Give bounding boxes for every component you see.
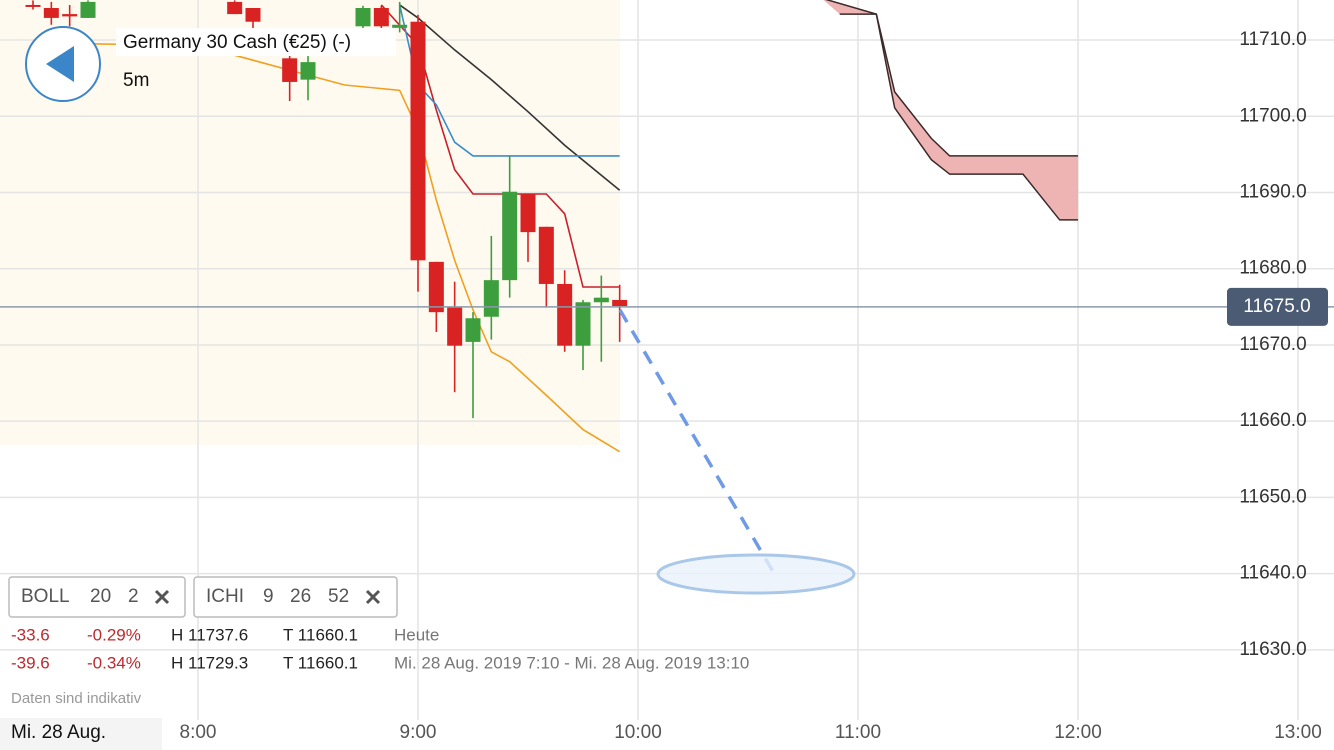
indicator-param: 2 [128, 586, 139, 607]
plot [0, 0, 1334, 453]
indicator-param: 20 [90, 586, 111, 607]
candle-body [80, 1, 96, 18]
projection-line [618, 309, 777, 576]
indicator-param: 26 [290, 586, 311, 607]
candle-body [502, 191, 518, 281]
cloud-edge [825, 0, 1078, 157]
x-tick-label: 11:00 [835, 722, 881, 743]
stat-value: Heute [394, 625, 439, 644]
candle-body [575, 302, 591, 346]
back-icon [46, 46, 74, 82]
x-tick-label: 10:00 [614, 722, 662, 743]
candle-body [447, 307, 463, 346]
indicator-param: 9 [263, 586, 274, 607]
y-tick-label: 11630.0 [1239, 639, 1306, 660]
stat-value: -0.34% [87, 653, 141, 672]
x-tick-label: 8:00 [180, 722, 217, 743]
candle-body [557, 283, 573, 346]
indicator-chip[interactable]: ICHI 9 26 52 [193, 576, 398, 618]
stat-value: Mi. 28 Aug. 2019 7:10 - Mi. 28 Aug. 2019… [394, 653, 749, 672]
cloud-edge [839, 13, 1078, 221]
axes: 11630.0 11640.0 11650.0 11660.0 11670.0 11680… [180, 29, 1328, 743]
y-tick-label: 11700.0 [1239, 105, 1306, 126]
y-tick-label: 11660.0 [1239, 410, 1306, 431]
candle-body [593, 297, 609, 303]
remove-icon[interactable] [154, 589, 170, 605]
candle-body [538, 226, 554, 284]
indicator-name: BOLL [21, 586, 70, 607]
candle-body [483, 280, 499, 317]
candle-body [520, 194, 536, 233]
indicator-name: ICHI [206, 586, 244, 607]
instrument-title: Germany 30 Cash (€25) (-) [123, 32, 351, 53]
x-tick-label: 13:00 [1274, 722, 1322, 743]
stat-value: T 11660.1 [283, 653, 358, 672]
candle-body [43, 8, 59, 18]
candle-body [245, 8, 261, 22]
stat-value: H 11729.3 [171, 653, 248, 672]
target-ellipse [656, 553, 856, 595]
candle-body [373, 8, 389, 27]
stats: -33.6 -0.29% H 11737.6 T 11660.1 Heute -39.6 -… [11, 625, 749, 672]
date-label: Mi. 28 Aug. [11, 722, 106, 743]
candle-body [62, 14, 78, 17]
y-tick-label: 11640.0 [1239, 563, 1306, 584]
interval-label: 5m [123, 70, 149, 91]
price-tag [1227, 287, 1328, 326]
stat-value: -0.29% [87, 625, 141, 644]
candle-body [25, 4, 41, 7]
indicator-param: 52 [328, 586, 349, 607]
disclaimer: Daten sind indikativ [11, 690, 142, 707]
candle-body [612, 299, 628, 307]
title-bg [116, 28, 396, 56]
date-bg [0, 718, 162, 750]
stat-value: -39.6 [11, 653, 50, 672]
candle-body [465, 318, 481, 342]
price-tag-label: 11675.0 [1243, 296, 1310, 317]
cloud-area [823, 0, 1078, 220]
chip-box [8, 576, 186, 618]
candle-body [392, 24, 408, 28]
y-tick-label: 11680.0 [1239, 258, 1306, 279]
candle-body [300, 62, 316, 80]
remove-icon[interactable] [365, 589, 381, 605]
x-tick-label: 12:00 [1054, 722, 1102, 743]
stat-value: H 11737.6 [171, 625, 248, 644]
candle-body [428, 261, 444, 313]
candle-body [282, 58, 298, 82]
stat-value: T 11660.1 [283, 625, 358, 644]
y-tick-label: 11650.0 [1239, 486, 1306, 507]
candle-body [355, 8, 371, 27]
chip-box [193, 576, 398, 618]
x-tick-label: 9:00 [400, 722, 437, 743]
y-tick-label: 11690.0 [1239, 181, 1306, 202]
y-tick-label: 11670.0 [1239, 334, 1306, 355]
candle-body [410, 21, 426, 261]
stat-value: -33.6 [11, 625, 50, 644]
candle-body [227, 1, 243, 15]
y-tick-label: 11710.0 [1239, 29, 1306, 50]
indicator-chip[interactable]: BOLL 20 2 [8, 576, 186, 618]
